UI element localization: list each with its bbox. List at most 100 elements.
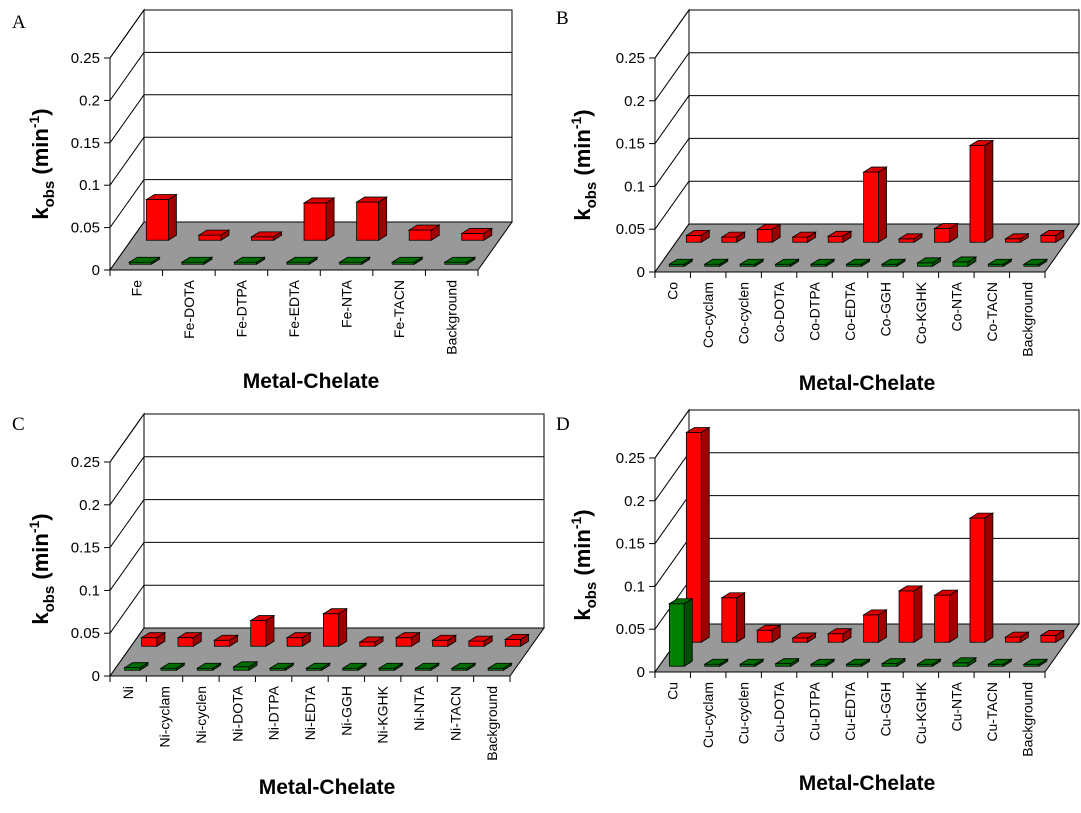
gridline-side [654, 52, 690, 102]
bar-red [250, 231, 283, 241]
bar-top [443, 256, 477, 263]
bar-top [916, 658, 942, 665]
x-axis-title: Metal-Chelate [799, 772, 936, 795]
bar-top [774, 658, 801, 665]
y-tick-label: 0.1 [79, 177, 100, 194]
category-label: Co-TACN [984, 282, 1000, 342]
y-axis-title-main: k [570, 608, 595, 621]
bar-top [880, 258, 907, 265]
bar-top [862, 166, 888, 173]
bar-top [897, 585, 924, 592]
bar-red [1004, 233, 1030, 243]
bar-green [450, 662, 477, 671]
bar-front [863, 614, 879, 643]
bar-side [736, 592, 746, 643]
bar-top [159, 662, 186, 669]
bar-top [684, 427, 711, 433]
bar-top [195, 662, 223, 669]
bar-top [176, 632, 203, 639]
gridline-side [109, 542, 145, 591]
bar-green [738, 658, 765, 667]
bar-green [845, 658, 871, 667]
bar-top [233, 256, 266, 263]
bar-front [359, 641, 376, 647]
y-tick-label: 0.05 [71, 625, 100, 642]
bar-top [720, 231, 747, 238]
bar-red [933, 222, 959, 243]
bar-top [123, 662, 150, 669]
bar-top [503, 633, 530, 640]
bar-green [951, 657, 978, 667]
bar-front [827, 235, 844, 243]
bar-top [180, 256, 214, 263]
bar-front [1005, 636, 1021, 643]
category-label: Cu-DOTA [771, 681, 787, 742]
bar-red [968, 139, 995, 243]
category-label: Cu-EDTA [842, 681, 858, 741]
gridline-side [654, 452, 690, 502]
bar-top [1004, 233, 1030, 240]
bar-top [467, 635, 494, 642]
gridline-side [109, 584, 145, 634]
y-axis-title-unit: (min [28, 128, 53, 181]
bar-green [774, 657, 801, 667]
category-label: Ni-cyclam [157, 686, 173, 747]
bar-red [1039, 629, 1066, 643]
bar-front [323, 613, 340, 647]
bar-green [127, 256, 161, 265]
bar-top [826, 230, 853, 237]
y-tick-label: 0.2 [624, 493, 645, 510]
bar-side [168, 193, 177, 241]
gridline-side [109, 136, 145, 186]
bar-red [503, 633, 530, 647]
y-axis-title-main: k [570, 208, 595, 221]
bar-front [668, 603, 685, 667]
bar-top [414, 662, 441, 669]
category-label: Cu-NTA [948, 681, 964, 731]
category-label: Co [665, 282, 681, 300]
bar-green [1022, 658, 1049, 667]
bar-side [338, 607, 348, 647]
bar-front [1005, 238, 1021, 243]
bar-top [667, 258, 694, 265]
y-axis-title-sup: -1 [26, 520, 42, 533]
y-axis-title: kobs (min-1) [26, 108, 58, 219]
bar-top [791, 632, 818, 639]
y-axis-title-main: k [28, 612, 53, 625]
bar-green [916, 257, 942, 267]
x-axis-title: Metal-Chelate [243, 370, 380, 393]
bar-side [913, 585, 923, 643]
bar-top [197, 229, 231, 236]
bar-top [268, 662, 295, 669]
bar-side [878, 166, 887, 243]
bar-front [213, 639, 231, 647]
y-axis-title-sub: obs [583, 582, 600, 609]
y-tick-label: 0 [637, 264, 645, 281]
bar-top [355, 196, 389, 203]
category-label: Co-GGH [877, 282, 893, 336]
bar-green [390, 256, 424, 265]
bar-top [968, 512, 995, 519]
bar-red [144, 193, 178, 241]
bar-front [827, 633, 844, 643]
bar-red [302, 197, 336, 241]
bar-green [880, 657, 907, 667]
category-label: Cu-cyclam [700, 682, 716, 748]
bar-top [897, 233, 924, 240]
bar-red [197, 229, 231, 241]
bar-red [897, 233, 924, 243]
bar-top [720, 592, 747, 599]
category-label: Co-DTPA [807, 281, 823, 341]
bar-red [684, 229, 711, 243]
category-label: Ni [120, 686, 136, 699]
category-label: Fe-TACN [391, 280, 407, 338]
bar-side [949, 589, 958, 643]
bar-top [285, 632, 312, 639]
bar-top [127, 256, 161, 263]
gridline-side [654, 538, 690, 587]
bar-top [791, 231, 818, 238]
y-tick-label: 0 [92, 262, 100, 279]
bar-front [468, 640, 485, 647]
bar-top [667, 598, 694, 605]
